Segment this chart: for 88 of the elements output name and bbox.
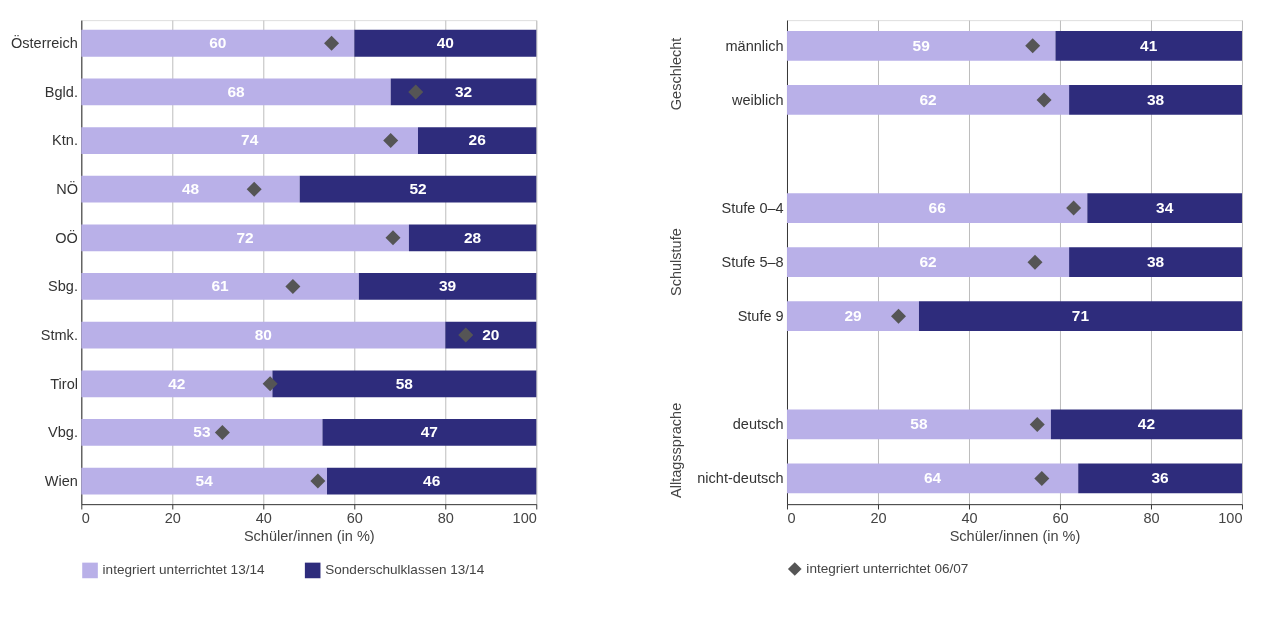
data-label: 42	[1137, 415, 1156, 433]
x-tick-label: 0	[81, 510, 90, 527]
data-label: 47	[420, 423, 438, 441]
data-label: 59	[912, 36, 931, 54]
data-label: 42	[168, 374, 186, 392]
point	[1066, 200, 1082, 216]
x-tick-label: 0	[787, 510, 796, 527]
point	[1025, 38, 1041, 54]
x-tick-label: 100	[1218, 510, 1243, 527]
y-tick-label: NÖ	[56, 180, 78, 198]
data-label: 46	[423, 471, 441, 489]
data-label: 62	[919, 90, 937, 108]
y-tick-label: männlich	[725, 37, 784, 54]
text: Geschlecht	[667, 37, 684, 111]
point	[1027, 254, 1043, 270]
point	[1034, 470, 1050, 486]
y-tick-label: nicht-deutsch	[697, 470, 784, 487]
data-label: 53	[193, 423, 211, 441]
data-label: 32	[454, 82, 473, 100]
data-label: 62	[919, 252, 937, 270]
y-tick-label: Bgld.	[44, 83, 78, 100]
x-axis-title: Schüler/innen (in %)	[243, 528, 375, 545]
point	[285, 278, 301, 294]
point	[1036, 92, 1052, 108]
data-label: 36	[1151, 469, 1170, 487]
data-label: 34	[1156, 198, 1174, 216]
data-label: 64	[924, 469, 942, 487]
data-label: 38	[1146, 252, 1165, 270]
y-tick-label: Stufe 9	[737, 308, 784, 325]
point	[458, 327, 474, 343]
data-label: 60	[209, 34, 227, 52]
point	[310, 473, 326, 489]
data-label: 71	[1071, 307, 1090, 325]
y-tick-label: Sbg.	[48, 278, 78, 295]
x-tick-label: 40	[255, 510, 272, 527]
data-label: 40	[436, 34, 454, 52]
data-label: 58	[395, 374, 414, 392]
data-label: 80	[254, 325, 272, 343]
x-tick-label: 80	[1143, 510, 1160, 527]
x-tick-label: 40	[961, 510, 978, 527]
point	[214, 424, 230, 440]
data-label: 68	[227, 82, 245, 100]
data-label: 39	[438, 277, 457, 295]
x-tick-label: 80	[437, 510, 454, 527]
y-tick-label: Stmk.	[40, 326, 78, 343]
y-tick-label: Ktn.	[52, 132, 78, 149]
text: Schulstufe	[667, 228, 684, 297]
data-label: 54	[195, 471, 214, 489]
y-tick-label: deutsch	[732, 416, 784, 433]
x-tick-label: 60	[346, 510, 363, 527]
legend-label: integriert unterrichtet 06/07	[806, 560, 969, 576]
point	[890, 308, 906, 324]
point	[246, 181, 262, 197]
y-tick-label: OÖ	[55, 228, 78, 246]
text: Alltagssprache	[667, 402, 684, 498]
x-tick-label: 60	[1052, 510, 1069, 527]
data-label: 66	[928, 198, 947, 216]
data-label: 61	[211, 277, 230, 295]
point	[383, 133, 399, 149]
legend-label: Sonderschulklassen 13/14	[325, 562, 485, 578]
x-tick-label: 20	[164, 510, 181, 527]
x-tick-label: 100	[512, 510, 537, 527]
y-tick-label: Tirol	[50, 375, 78, 392]
y-tick-label: Stufe 0–4	[721, 199, 784, 216]
data-label: 72	[236, 228, 254, 246]
y-tick-label: Vbg.	[48, 424, 78, 441]
data-label: 26	[468, 131, 487, 149]
data-label: 58	[910, 415, 928, 433]
data-label: 29	[844, 307, 862, 325]
point	[1029, 416, 1045, 432]
y-tick-label: Österreich	[10, 34, 78, 52]
data-label: 48	[181, 180, 200, 198]
data-label: 28	[463, 228, 482, 246]
point	[408, 84, 424, 100]
data-label: 41	[1140, 36, 1158, 54]
x-tick-label: 20	[870, 510, 887, 527]
data-label: 20	[482, 325, 500, 343]
y-tick-label: Wien	[44, 472, 78, 489]
point	[262, 376, 278, 392]
legend-label: integriert unterrichtet 13/14	[102, 562, 265, 578]
data-label: 74	[241, 131, 259, 149]
point	[324, 35, 340, 51]
data-label: 38	[1146, 90, 1165, 108]
y-tick-label: weiblich	[730, 91, 784, 108]
x-axis-title: Schüler/innen (in %)	[949, 528, 1081, 545]
y-tick-label: Stufe 5–8	[721, 253, 784, 270]
point	[385, 230, 401, 246]
data-label: 52	[409, 180, 427, 198]
